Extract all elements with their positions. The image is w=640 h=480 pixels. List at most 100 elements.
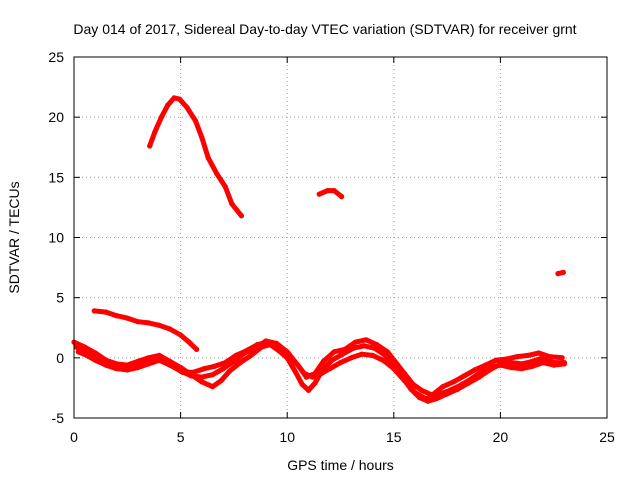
data-point — [316, 191, 322, 197]
data-point — [514, 354, 521, 360]
data-point — [293, 369, 299, 375]
data-point — [276, 344, 282, 350]
data-point — [476, 370, 482, 377]
data-point — [450, 379, 457, 385]
data-point — [105, 360, 111, 366]
data-point — [472, 367, 478, 373]
data-point — [156, 322, 162, 328]
data-point — [220, 366, 226, 372]
y-tick-label: -5 — [52, 410, 65, 426]
data-point — [529, 363, 536, 369]
x-tick-label: 25 — [599, 429, 615, 445]
data-point — [461, 373, 467, 379]
data-point — [508, 360, 514, 366]
data-point — [339, 194, 345, 200]
data-point — [180, 369, 186, 375]
data-point — [152, 129, 158, 135]
y-axis-label: SDTVAR / TECUs — [6, 181, 22, 293]
data-point — [254, 342, 260, 348]
data-point — [238, 213, 244, 219]
data-point — [214, 171, 220, 177]
data-point — [374, 342, 380, 348]
data-point — [303, 374, 309, 380]
data-point — [327, 366, 333, 372]
data-point — [233, 352, 239, 358]
data-point — [497, 362, 503, 368]
x-tick-label: 20 — [493, 429, 509, 445]
data-point — [103, 309, 109, 315]
data-point — [199, 135, 205, 141]
data-point — [194, 346, 200, 352]
x-tick-label: 5 — [177, 429, 185, 445]
data-point — [167, 326, 173, 332]
data-point — [504, 356, 510, 362]
data-point — [342, 346, 348, 352]
data-point — [169, 362, 175, 368]
data-point — [465, 378, 471, 384]
y-tick-label: 25 — [48, 49, 64, 65]
data-point — [135, 319, 141, 325]
chart-title: Day 014 of 2017, Sidereal Day-to-day VTE… — [73, 21, 576, 37]
data-point — [352, 339, 358, 345]
data-point — [91, 308, 97, 314]
data-point — [337, 360, 344, 366]
data-point — [229, 201, 235, 207]
y-tick-label: 10 — [48, 230, 64, 246]
data-point — [412, 390, 418, 396]
data-point — [126, 364, 132, 371]
data-point — [363, 337, 369, 343]
data-point — [205, 155, 211, 161]
data-point — [540, 360, 546, 366]
data-point — [369, 352, 376, 358]
series-arc-mid — [316, 188, 345, 200]
data-point — [361, 343, 367, 349]
data-point — [165, 102, 171, 108]
data-point — [529, 358, 536, 364]
data-point — [418, 387, 425, 393]
data-point — [331, 188, 337, 194]
data-point — [401, 378, 408, 384]
data-point — [508, 364, 514, 371]
x-axis-label: GPS time / hours — [287, 457, 394, 473]
data-point — [147, 143, 153, 149]
data-point — [186, 339, 192, 345]
data-point — [519, 361, 525, 367]
y-tick-label: 5 — [56, 290, 64, 306]
x-tick-label: 0 — [70, 429, 78, 445]
data-point — [222, 184, 228, 190]
data-point — [248, 352, 254, 358]
data-point — [124, 315, 130, 321]
data-point — [137, 362, 143, 368]
data-point — [210, 372, 216, 378]
data-point — [380, 357, 386, 363]
data-point — [158, 355, 164, 361]
data-point — [73, 344, 79, 350]
data-point — [384, 349, 390, 355]
data-point — [237, 360, 243, 366]
data-point — [410, 381, 416, 387]
data-point — [423, 396, 429, 402]
data-point — [227, 368, 233, 374]
data-point — [116, 363, 122, 369]
data-point — [295, 362, 301, 368]
y-tick-label: 0 — [56, 350, 64, 366]
data-point — [329, 357, 335, 363]
data-point — [525, 352, 531, 358]
data-point — [440, 384, 446, 390]
data-point — [340, 351, 346, 357]
data-point — [429, 392, 435, 398]
data-point — [94, 355, 101, 361]
data-point — [244, 348, 250, 354]
data-point — [114, 313, 120, 319]
data-point — [348, 355, 354, 361]
data-point — [318, 370, 324, 377]
data-point — [184, 104, 190, 111]
data-point — [519, 366, 525, 372]
data-point — [158, 114, 164, 120]
data-point — [560, 269, 566, 275]
data-point — [190, 369, 196, 375]
y-tick-label: 20 — [48, 109, 64, 125]
data-point — [551, 362, 557, 368]
data-point — [178, 332, 184, 338]
